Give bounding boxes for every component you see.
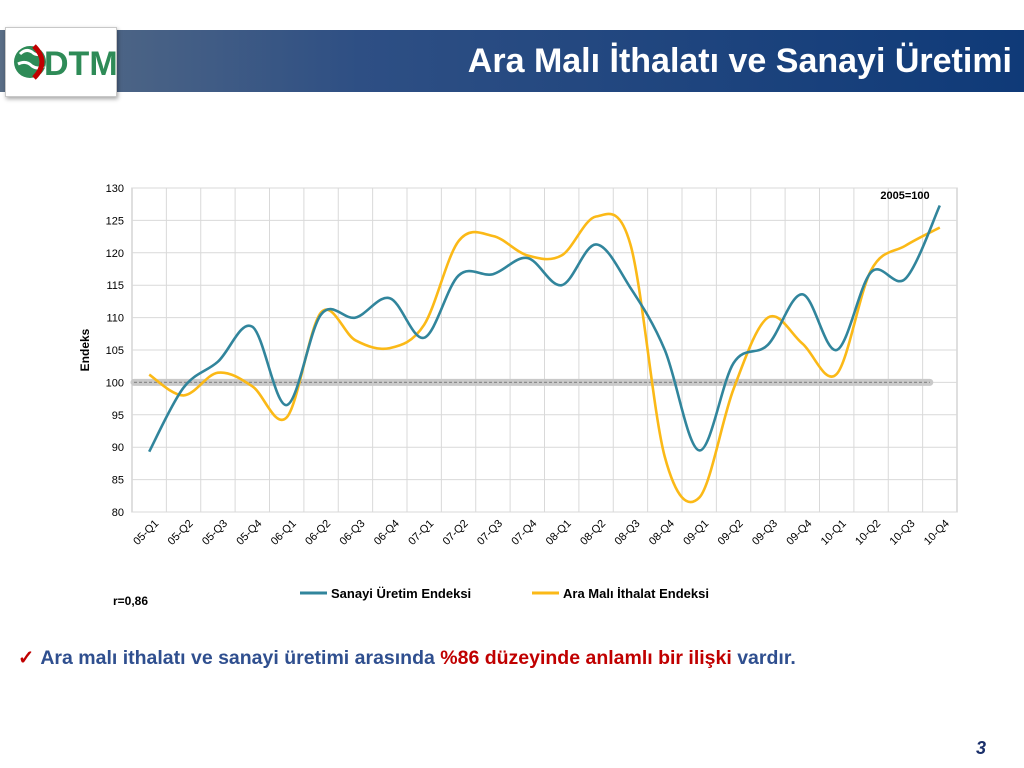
base-year-annotation: 2005=100 [880, 190, 929, 202]
y-tick-label: 100 [106, 377, 124, 389]
x-tick-label: 09-Q1 [681, 518, 711, 548]
slide-title: Ara Malı İthalatı ve Sanayi Üretimi [467, 42, 1012, 80]
checkmark-icon: ✓ [18, 647, 35, 669]
y-tick-label: 125 [106, 215, 124, 227]
y-axis-label: Endeks [78, 328, 92, 371]
y-tick-label: 110 [106, 313, 124, 325]
correlation-annotation: r=0,86 [113, 594, 148, 608]
x-tick-label: 10-Q4 [922, 518, 952, 548]
x-tick-label: 07-Q3 [475, 518, 505, 548]
logo-text: DTM [44, 45, 116, 83]
x-tick-label: 08-Q4 [647, 518, 677, 548]
y-tick-label: 105 [106, 345, 124, 357]
y-tick-label: 80 [112, 507, 124, 519]
x-tick-label: 09-Q4 [784, 518, 814, 548]
x-tick-label: 06-Q4 [372, 518, 402, 548]
dtm-logo: DTM [5, 27, 118, 97]
x-tick-label: 08-Q1 [544, 518, 574, 548]
series-line-sanayi-uretim [148, 204, 941, 453]
line-chart: 80 85 90 95 100 105 110 115 120 125 130 05-Q1 05-Q2… [78, 183, 958, 608]
x-tick-label: 10-Q1 [819, 518, 849, 548]
conclusion-highlight: %86 düzeyinde anlamlı bir ilişki [440, 647, 732, 669]
y-tick-label: 85 [112, 475, 124, 487]
title-bar [0, 30, 1024, 92]
y-tick-label: 95 [112, 410, 124, 422]
x-tick-label: 07-Q4 [509, 518, 539, 548]
x-tick-label: 08-Q2 [578, 518, 608, 548]
x-tick-label: 05-Q3 [200, 518, 230, 548]
x-tick-label: 06-Q1 [269, 518, 299, 548]
conclusion-text: ✓ Ara malı ithalatı ve sanayi üretimi ara… [18, 646, 796, 670]
x-tick-label: 09-Q3 [750, 518, 780, 548]
x-tick-label: 07-Q2 [441, 518, 471, 548]
conclusion-part1: Ara malı ithalatı ve sanayi üretimi aras… [40, 647, 441, 669]
y-tick-label: 90 [112, 442, 124, 454]
series-line-ara-mali-ithalat [148, 212, 941, 504]
y-tick-label: 130 [106, 183, 124, 195]
dtm-logo-graphic: DTM [14, 44, 118, 83]
x-tick-label: 05-Q2 [166, 518, 196, 548]
legend: Sanayi Üretim Endeksi Ara Malı İthalat En… [300, 586, 709, 601]
x-tick-label: 05-Q1 [131, 518, 161, 548]
legend-label: Sanayi Üretim Endeksi [331, 586, 471, 601]
x-tick-label: 10-Q2 [853, 518, 883, 548]
x-tick-label: 06-Q2 [303, 518, 333, 548]
y-tick-label: 120 [106, 248, 124, 260]
conclusion-part2: vardır. [731, 647, 796, 669]
page-number: 3 [975, 738, 986, 758]
x-axis: 05-Q1 05-Q2 05-Q3 05-Q4 06-Q1 06-Q2 06-Q3 06-Q4… [131, 518, 952, 548]
x-tick-label: 09-Q2 [716, 518, 746, 548]
series-lines [148, 204, 941, 504]
x-tick-label: 10-Q3 [887, 518, 917, 548]
x-tick-label: 07-Q1 [406, 518, 436, 548]
y-axis: 80 85 90 95 100 105 110 115 120 125 130 [106, 183, 124, 519]
y-tick-label: 115 [106, 280, 124, 292]
x-tick-label: 08-Q3 [612, 518, 642, 548]
legend-label: Ara Malı İthalat Endeksi [563, 586, 709, 601]
x-tick-label: 05-Q4 [234, 518, 264, 548]
x-tick-label: 06-Q3 [337, 518, 367, 548]
